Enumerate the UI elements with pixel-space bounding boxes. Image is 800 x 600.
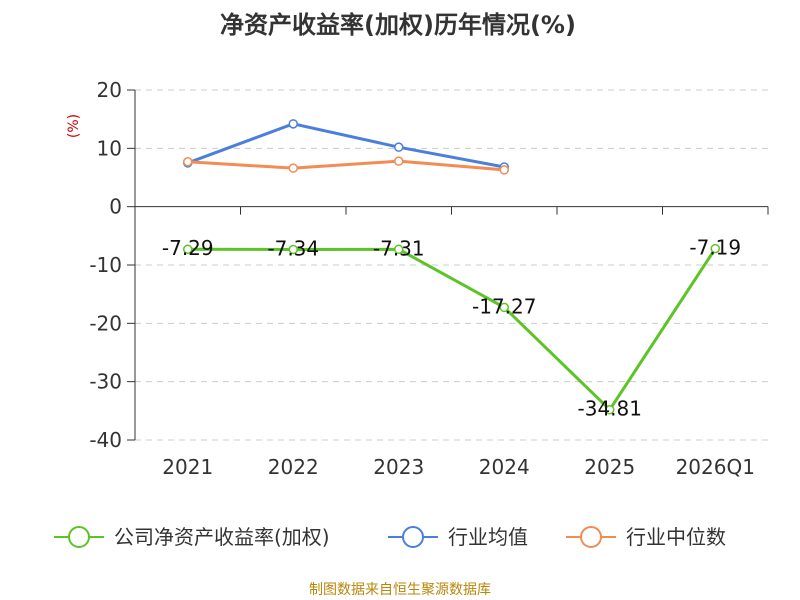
data-source-note: 制图数据来自恒生聚源数据库 — [309, 582, 491, 598]
legend-marker — [68, 526, 90, 548]
series-line-2 — [187, 159, 505, 172]
x-tick-labels: 2021 2022 2023 2024 2025 2026Q1 — [162, 455, 755, 479]
y-tick-label: -40 — [89, 428, 122, 452]
series-lines — [183, 119, 720, 415]
data-point — [288, 119, 298, 129]
data-point — [605, 404, 615, 415]
x-tick-label: 2026Q1 — [676, 455, 755, 479]
data-point — [394, 142, 404, 152]
series-line-1 — [187, 122, 505, 169]
y-tick-label: -10 — [89, 253, 122, 277]
data-labels: -7.29 -7.34 -7.31 -17.27 -34.81 -7.19 — [162, 236, 741, 421]
data-point — [288, 163, 298, 173]
y-tick-label: -20 — [89, 311, 122, 335]
data-label: -7.19 — [689, 236, 741, 260]
data-point — [499, 302, 509, 313]
x-tick-label: 2025 — [584, 455, 635, 479]
y-tick-label: 0 — [109, 195, 122, 219]
legend-label: 行业中位数 — [626, 525, 726, 549]
y-tick-labels: 20 10 0 -10 -20 -30 -40 — [89, 78, 122, 452]
data-label: -7.29 — [162, 236, 214, 260]
data-label: -34.81 — [578, 397, 642, 421]
legend-marker — [580, 526, 602, 548]
y-tick-label: 20 — [97, 78, 122, 102]
data-label: -17.27 — [472, 294, 536, 318]
x-tick-label: 2021 — [162, 455, 213, 479]
data-point — [499, 165, 509, 175]
x-tick-label: 2022 — [268, 455, 319, 479]
x-tick-label: 2023 — [373, 455, 424, 479]
data-point — [394, 244, 404, 255]
data-point — [288, 244, 298, 255]
legend-marker — [402, 526, 424, 548]
y-axis-unit-label: (%) — [66, 114, 82, 138]
data-label: -7.31 — [373, 236, 425, 260]
gridlines — [135, 89, 768, 441]
legend-label: 公司净资产收益率(加权) — [114, 525, 330, 549]
data-point — [183, 244, 193, 254]
data-point — [710, 243, 720, 254]
legend-label: 行业均值 — [448, 525, 528, 549]
axes — [127, 89, 769, 441]
data-point — [394, 156, 404, 166]
y-tick-label: 10 — [97, 136, 122, 160]
legend: 公司净资产收益率(加权) 行业均值 行业中位数 — [54, 525, 726, 549]
data-point — [183, 157, 193, 167]
data-label: -7.34 — [267, 236, 319, 260]
x-tick-label: 2024 — [479, 455, 530, 479]
y-tick-label: -30 — [89, 370, 122, 394]
series-line-0 — [187, 247, 717, 412]
chart-title: 净资产收益率(加权)历年情况(%) — [220, 11, 576, 39]
